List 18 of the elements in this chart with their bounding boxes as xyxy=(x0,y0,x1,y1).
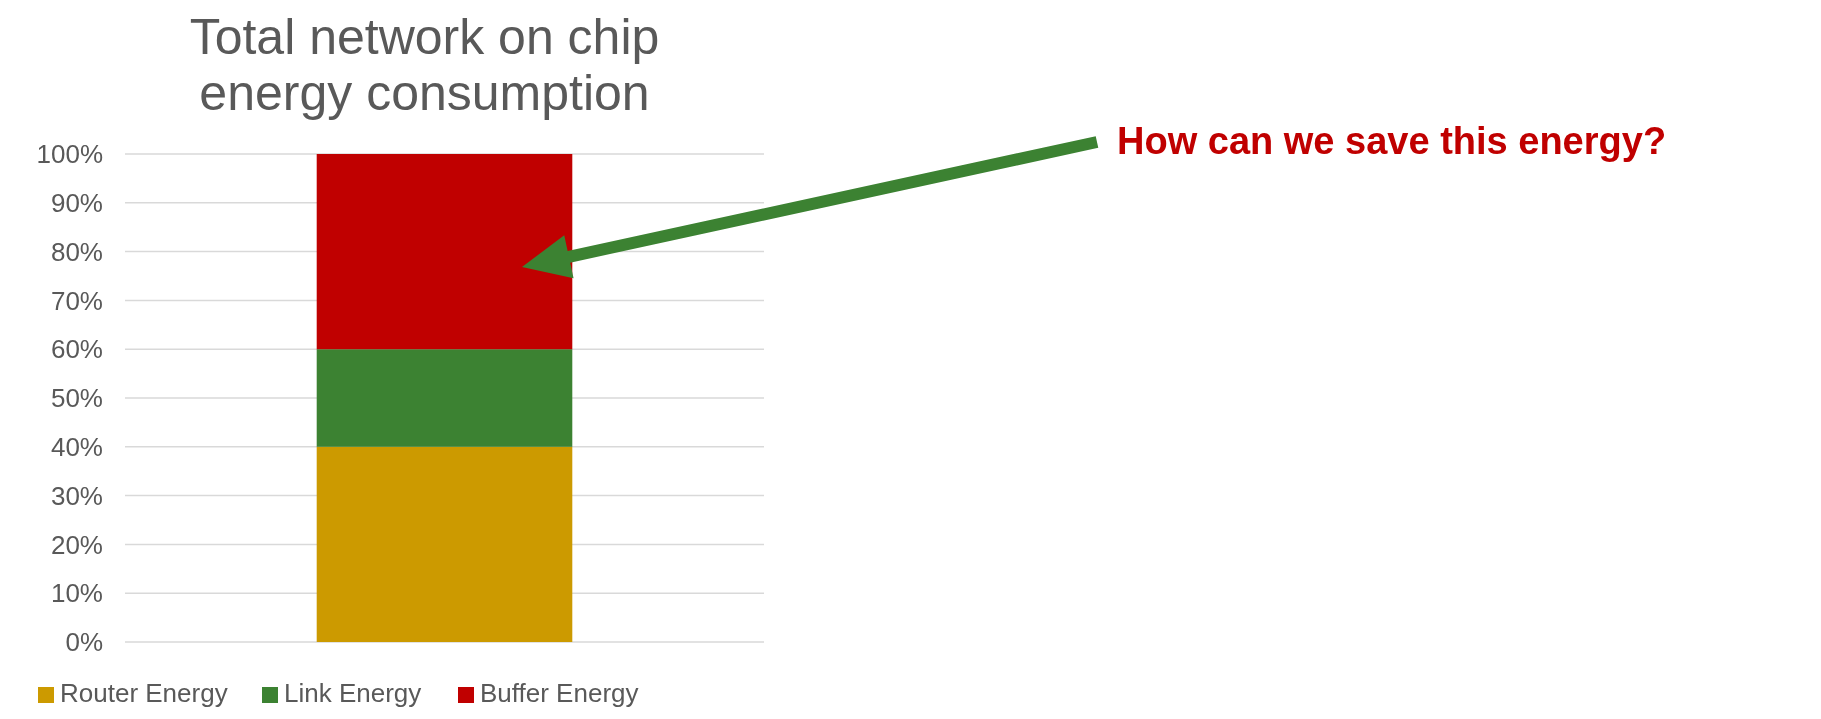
y-tick-label: 60% xyxy=(50,334,103,365)
y-tick-label: 0% xyxy=(65,627,103,658)
y-tick-label: 70% xyxy=(50,285,103,316)
chart-title: Total network on chip energy consumption xyxy=(189,9,660,121)
legend-label: Link Energy xyxy=(284,678,422,708)
y-tick-label: 80% xyxy=(50,236,103,267)
legend-label: Router Energy xyxy=(60,678,228,708)
text: How can we save this energy? xyxy=(1117,120,1667,162)
legend-label: Buffer Energy xyxy=(480,678,639,708)
y-tick-label: 90% xyxy=(50,187,103,218)
y-tick-label: 10% xyxy=(50,578,103,609)
y-tick-label: 50% xyxy=(50,383,103,414)
y-tick-label: 20% xyxy=(50,529,103,560)
y-tick-label: 40% xyxy=(50,431,103,462)
bar xyxy=(316,349,573,447)
y-tick-label: 100% xyxy=(36,139,103,170)
y-tick-label: 30% xyxy=(50,480,103,511)
bar xyxy=(316,446,573,642)
